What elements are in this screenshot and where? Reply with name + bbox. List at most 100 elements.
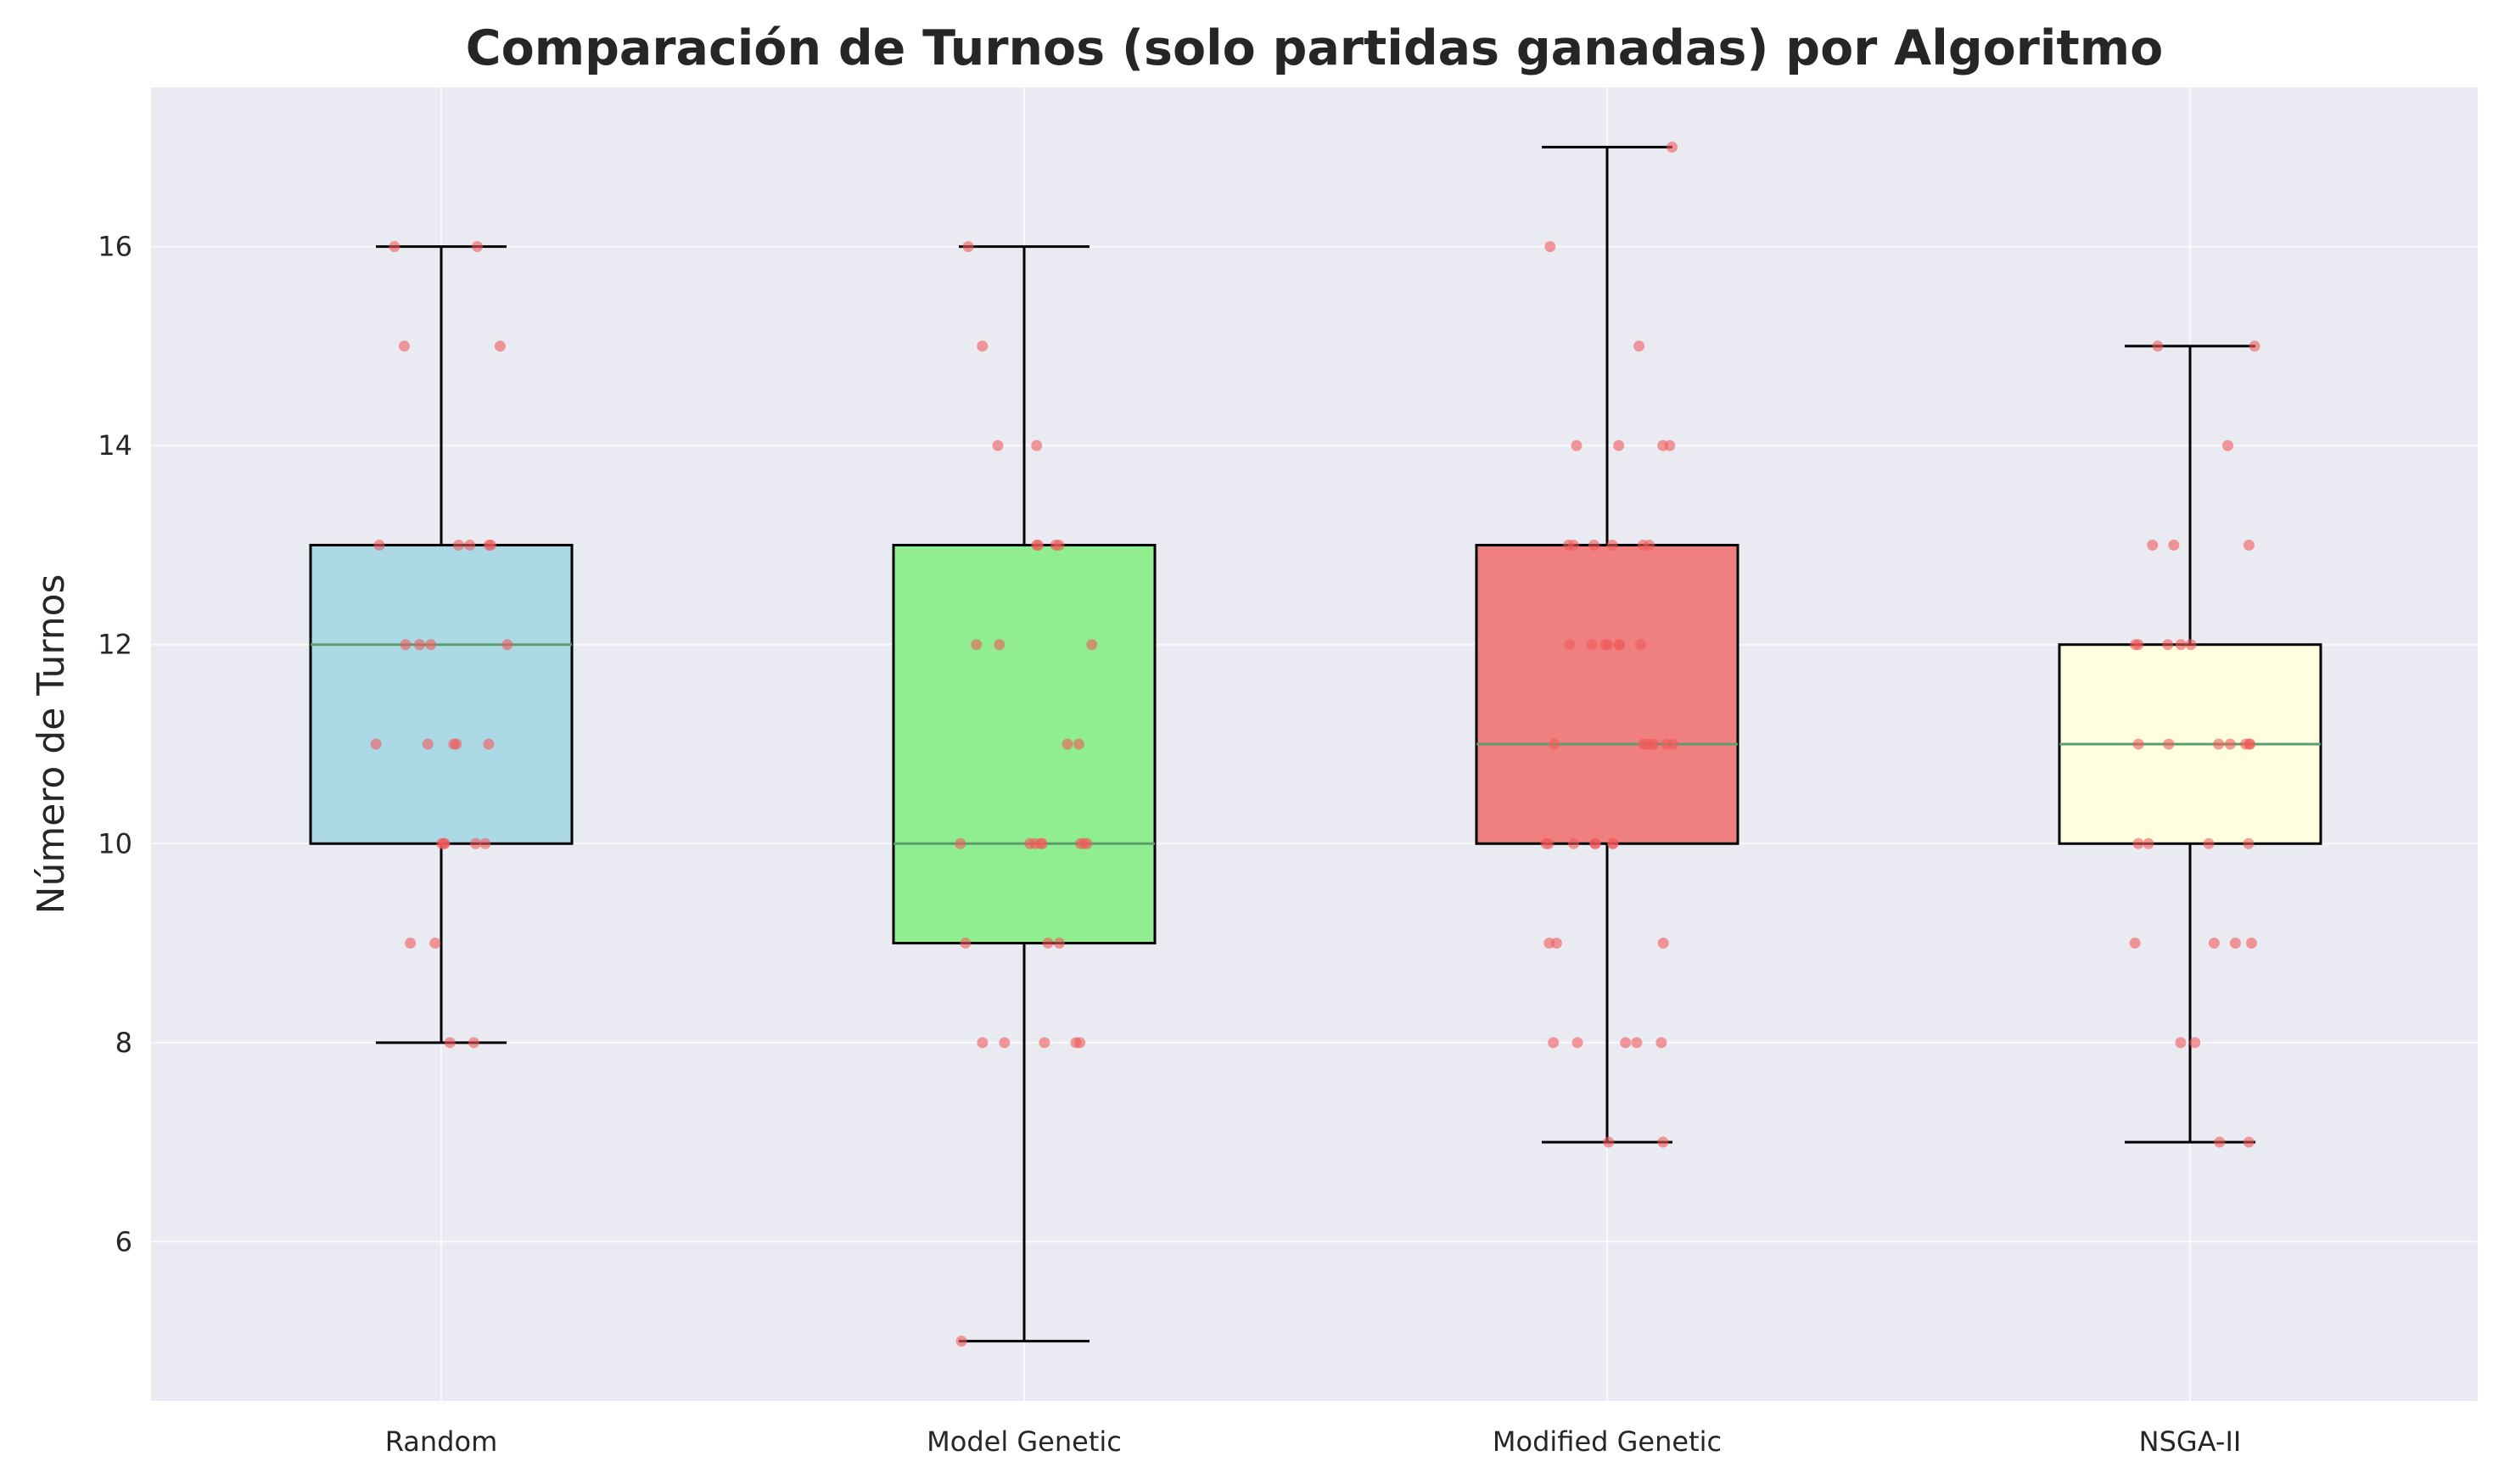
data-point bbox=[1062, 738, 1073, 750]
data-point bbox=[2208, 938, 2220, 949]
data-point bbox=[1564, 639, 1576, 651]
data-point bbox=[1657, 1136, 1669, 1148]
data-point bbox=[1053, 539, 1065, 551]
data-point bbox=[1086, 639, 1098, 651]
data-point bbox=[1548, 1037, 1560, 1049]
y-tick-label: 8 bbox=[115, 1027, 132, 1059]
data-point bbox=[2213, 738, 2225, 750]
data-point bbox=[451, 738, 462, 750]
data-point bbox=[370, 738, 382, 750]
data-point bbox=[1614, 639, 1626, 651]
data-point bbox=[1042, 938, 1054, 949]
data-point bbox=[501, 639, 513, 651]
y-tick-label: 14 bbox=[98, 429, 132, 462]
data-point bbox=[2129, 938, 2141, 949]
ticks: 6 8 10 12 14 16 Random Model Genetic Modified Ge… bbox=[98, 231, 2241, 1458]
data-point bbox=[2185, 639, 2197, 651]
data-point bbox=[2229, 938, 2241, 949]
data-point bbox=[1606, 539, 1618, 551]
data-point bbox=[2132, 837, 2144, 849]
data-point bbox=[2249, 340, 2260, 352]
data-point bbox=[399, 340, 411, 352]
data-point bbox=[977, 1037, 989, 1049]
data-point bbox=[1039, 1037, 1050, 1049]
y-tick-label: 12 bbox=[98, 629, 132, 661]
data-point bbox=[389, 241, 401, 253]
data-point bbox=[483, 738, 495, 750]
data-point bbox=[1568, 837, 1580, 849]
data-point bbox=[999, 1037, 1011, 1049]
data-point bbox=[2162, 639, 2174, 651]
y-tick-label: 16 bbox=[98, 231, 132, 263]
data-point bbox=[1607, 837, 1619, 849]
data-point bbox=[1620, 1037, 1632, 1049]
data-point bbox=[414, 639, 426, 651]
data-point bbox=[2130, 639, 2142, 651]
box bbox=[892, 543, 1157, 945]
data-point bbox=[1631, 1037, 1643, 1049]
data-point bbox=[1657, 938, 1669, 949]
y-tick-label: 6 bbox=[115, 1225, 132, 1257]
x-tick-label: Model Genetic bbox=[927, 1425, 1122, 1458]
data-point bbox=[2152, 340, 2164, 352]
data-point bbox=[2147, 539, 2159, 551]
data-point bbox=[1589, 837, 1601, 849]
data-point bbox=[1571, 440, 1583, 451]
data-point bbox=[2224, 738, 2236, 750]
data-point bbox=[955, 1336, 967, 1347]
data-point bbox=[2175, 1037, 2187, 1049]
data-point bbox=[1567, 539, 1579, 551]
data-point bbox=[960, 938, 972, 949]
data-point bbox=[1073, 738, 1084, 750]
box bbox=[309, 543, 574, 845]
data-point bbox=[425, 639, 437, 651]
data-point bbox=[2168, 539, 2180, 551]
data-point bbox=[464, 539, 476, 551]
x-tick-label: Modified Genetic bbox=[1493, 1425, 1722, 1458]
data-point bbox=[1613, 440, 1625, 451]
points bbox=[370, 141, 2260, 1347]
data-point bbox=[994, 639, 1006, 651]
data-point bbox=[977, 340, 989, 352]
data-point bbox=[2243, 539, 2255, 551]
data-point bbox=[2243, 1136, 2255, 1148]
data-point bbox=[1033, 539, 1045, 551]
data-point bbox=[373, 539, 385, 551]
data-point bbox=[1549, 738, 1560, 750]
x-tick-label: Random bbox=[385, 1425, 497, 1458]
data-point bbox=[472, 241, 484, 253]
data-point bbox=[1053, 938, 1065, 949]
data-point bbox=[2143, 837, 2154, 849]
data-point bbox=[2245, 938, 2257, 949]
data-point bbox=[1024, 837, 1036, 849]
data-point bbox=[2244, 738, 2256, 750]
boxes bbox=[309, 145, 2322, 1343]
data-point bbox=[1657, 440, 1669, 451]
data-point bbox=[1586, 639, 1598, 651]
data-point bbox=[483, 539, 495, 551]
data-point bbox=[479, 837, 491, 849]
data-point bbox=[2243, 837, 2255, 849]
data-point bbox=[1034, 837, 1046, 849]
data-point bbox=[955, 837, 966, 849]
box bbox=[1475, 543, 1739, 845]
data-point bbox=[2163, 738, 2175, 750]
data-point bbox=[1074, 1037, 1086, 1049]
data-point bbox=[1637, 539, 1649, 551]
data-point bbox=[438, 837, 450, 849]
data-point bbox=[2203, 837, 2215, 849]
data-point bbox=[452, 539, 464, 551]
data-point bbox=[468, 1037, 479, 1049]
data-point bbox=[2132, 738, 2144, 750]
data-point bbox=[2175, 639, 2187, 651]
data-point bbox=[494, 340, 506, 352]
data-point bbox=[1588, 539, 1600, 551]
x-tick-label: NSGA-II bbox=[2139, 1425, 2242, 1458]
data-point bbox=[1550, 938, 1562, 949]
data-point bbox=[2222, 440, 2234, 451]
data-point bbox=[444, 1037, 456, 1049]
data-point bbox=[1571, 1037, 1583, 1049]
y-axis-label: Número de Turnos bbox=[30, 574, 73, 915]
data-point bbox=[1633, 340, 1645, 352]
